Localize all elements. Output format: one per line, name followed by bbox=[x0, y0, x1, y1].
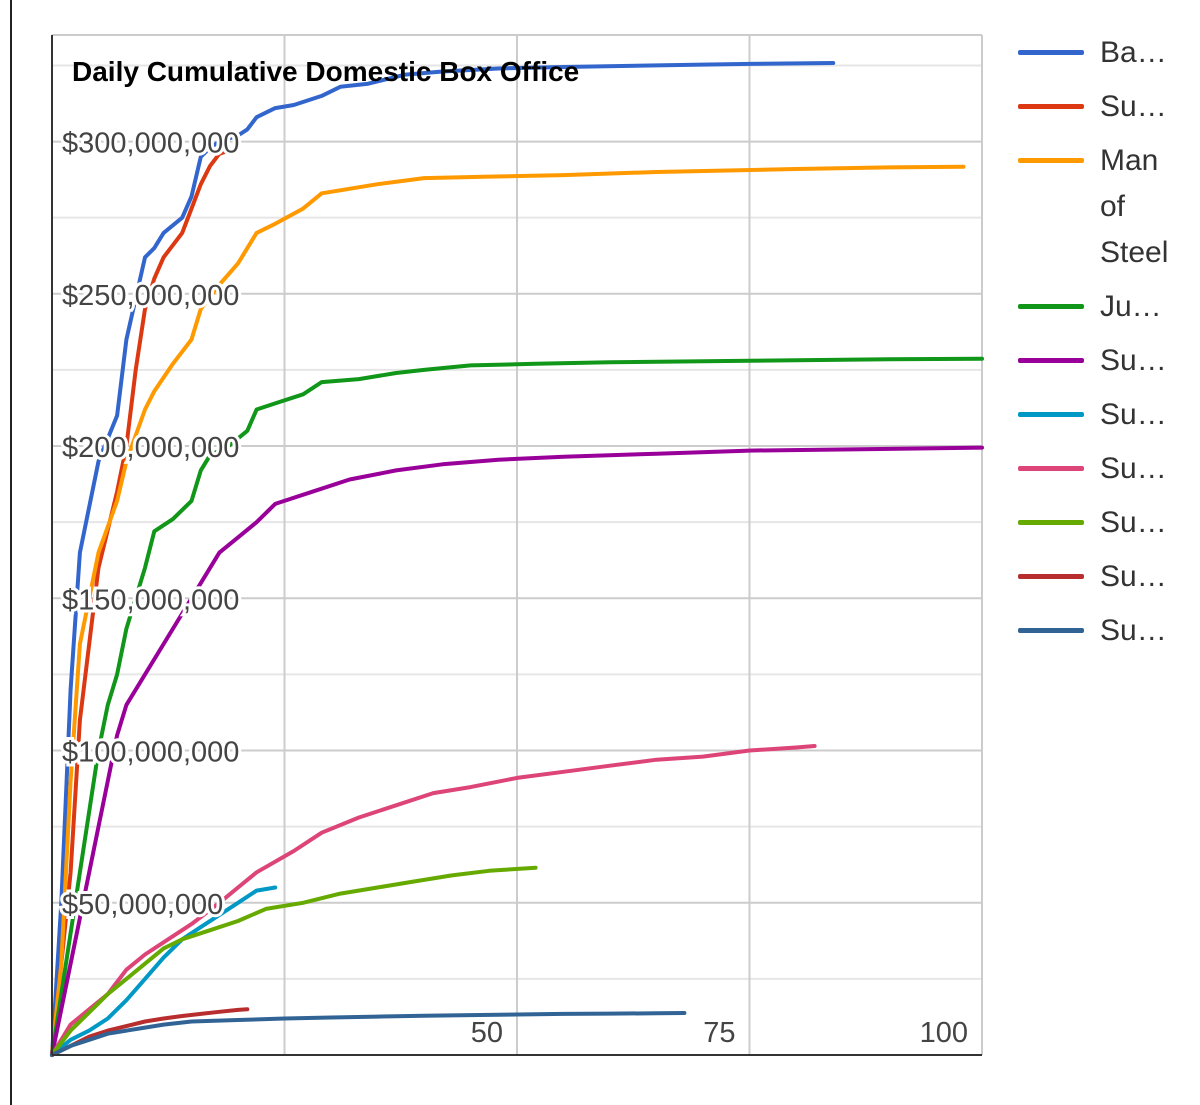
gridlines bbox=[52, 34, 983, 1055]
legend-swatch bbox=[1018, 520, 1084, 525]
legend-item[interactable]: Su… bbox=[1018, 84, 1198, 130]
legend-label: Su… bbox=[1100, 506, 1167, 539]
left-border bbox=[10, 0, 12, 1105]
x-tick-label: 75 bbox=[703, 1017, 735, 1049]
legend-swatch bbox=[1018, 158, 1084, 163]
legend-label: Su… bbox=[1100, 614, 1167, 647]
x-tick-label: 100 bbox=[920, 1017, 968, 1049]
legend-swatch bbox=[1018, 574, 1084, 579]
y-tick-label: $250,000,000 bbox=[62, 280, 239, 312]
series-line bbox=[50, 1011, 687, 1057]
legend: Ba… Su… Man of Steel Ju… Su… Su… Su… Su… Su… Su… bbox=[1018, 30, 1198, 662]
legend-swatch bbox=[1018, 412, 1084, 417]
series-line bbox=[50, 61, 836, 1057]
x-tick-label: 50 bbox=[471, 1017, 503, 1049]
series-line bbox=[50, 865, 538, 1057]
legend-label: Su… bbox=[1100, 398, 1167, 431]
legend-swatch bbox=[1018, 628, 1084, 633]
legend-item[interactable]: Su… bbox=[1018, 554, 1198, 600]
legend-item[interactable]: Su… bbox=[1018, 500, 1198, 546]
series-line bbox=[50, 164, 966, 1057]
legend-item[interactable]: Su… bbox=[1018, 392, 1198, 438]
legend-item[interactable]: Man of Steel bbox=[1018, 138, 1198, 276]
legend-label: Man of Steel bbox=[1100, 144, 1169, 269]
y-tick-label: $150,000,000 bbox=[62, 584, 239, 616]
legend-swatch bbox=[1018, 358, 1084, 363]
x-tick-labels: 50 75 100 bbox=[471, 1017, 968, 1049]
legend-swatch bbox=[1018, 304, 1084, 309]
legend-item[interactable]: Ba… bbox=[1018, 30, 1198, 76]
legend-label: Su… bbox=[1100, 452, 1167, 485]
series-line bbox=[50, 445, 984, 1057]
legend-item[interactable]: Su… bbox=[1018, 446, 1198, 492]
y-tick-label: $50,000,000 bbox=[62, 889, 223, 921]
chart-title: Daily Cumulative Domestic Box Office bbox=[72, 56, 579, 87]
legend-label: Su… bbox=[1100, 90, 1167, 123]
y-tick-label: $100,000,000 bbox=[62, 737, 239, 769]
legend-swatch bbox=[1018, 104, 1084, 109]
series-line bbox=[50, 744, 817, 1057]
y-tick-labels: $50,000,000 $100,000,000 $150,000,000 $200,… bbox=[59, 125, 242, 924]
series-line bbox=[50, 1007, 250, 1057]
legend-label: Ju… bbox=[1100, 290, 1162, 323]
legend-label: Su… bbox=[1100, 344, 1167, 377]
series-line bbox=[50, 885, 278, 1057]
legend-item[interactable]: Su… bbox=[1018, 608, 1198, 654]
legend-swatch bbox=[1018, 50, 1084, 55]
legend-label: Su… bbox=[1100, 560, 1167, 593]
legend-swatch bbox=[1018, 466, 1084, 471]
legend-item[interactable]: Ju… bbox=[1018, 284, 1198, 330]
y-tick-label: $200,000,000 bbox=[62, 432, 239, 464]
series-line bbox=[50, 356, 984, 1057]
legend-item[interactable]: Su… bbox=[1018, 338, 1198, 384]
legend-label: Ba… bbox=[1100, 36, 1167, 69]
y-tick-label: $300,000,000 bbox=[62, 128, 239, 160]
series-lines bbox=[50, 61, 984, 1057]
series-line bbox=[50, 148, 231, 1057]
